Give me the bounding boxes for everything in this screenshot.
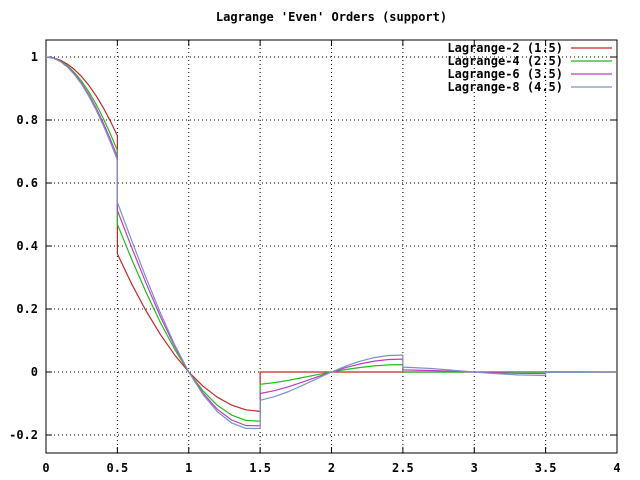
x-tick-label: 4: [613, 461, 620, 475]
series-curve-4: [45, 56, 618, 430]
x-tick-label: 3.5: [535, 461, 557, 475]
y-tick-label: 0: [31, 365, 38, 379]
y-tick-label: 1: [31, 50, 38, 64]
x-tick-label: 0.5: [107, 461, 129, 475]
y-tick-label: -0.2: [9, 428, 38, 442]
x-tick-label: 1: [185, 461, 192, 475]
series-curve-2: [45, 56, 617, 422]
legend-label-3: Lagrange-6 (3.5): [447, 67, 563, 81]
x-tick-label: 1.5: [249, 461, 271, 475]
y-tick-label: 0.8: [16, 113, 38, 127]
y-tick-label: 0.4: [16, 239, 38, 253]
series-curve-1: [45, 56, 617, 412]
legend-label-4: Lagrange-8 (4.5): [447, 80, 563, 94]
chart-title: Lagrange 'Even' Orders (support): [216, 10, 447, 24]
x-tick-label: 2.5: [392, 461, 414, 475]
legend-label-1: Lagrange-2 (1.5): [447, 41, 563, 55]
legend-label-2: Lagrange-4 (2.5): [447, 54, 563, 68]
y-tick-label: 0.6: [16, 176, 38, 190]
y-tick-label: 0.2: [16, 302, 38, 316]
x-tick-label: 3: [471, 461, 478, 475]
x-tick-label: 2: [328, 461, 335, 475]
x-tick-label: 0: [42, 461, 49, 475]
series-curve-3: [45, 56, 617, 427]
